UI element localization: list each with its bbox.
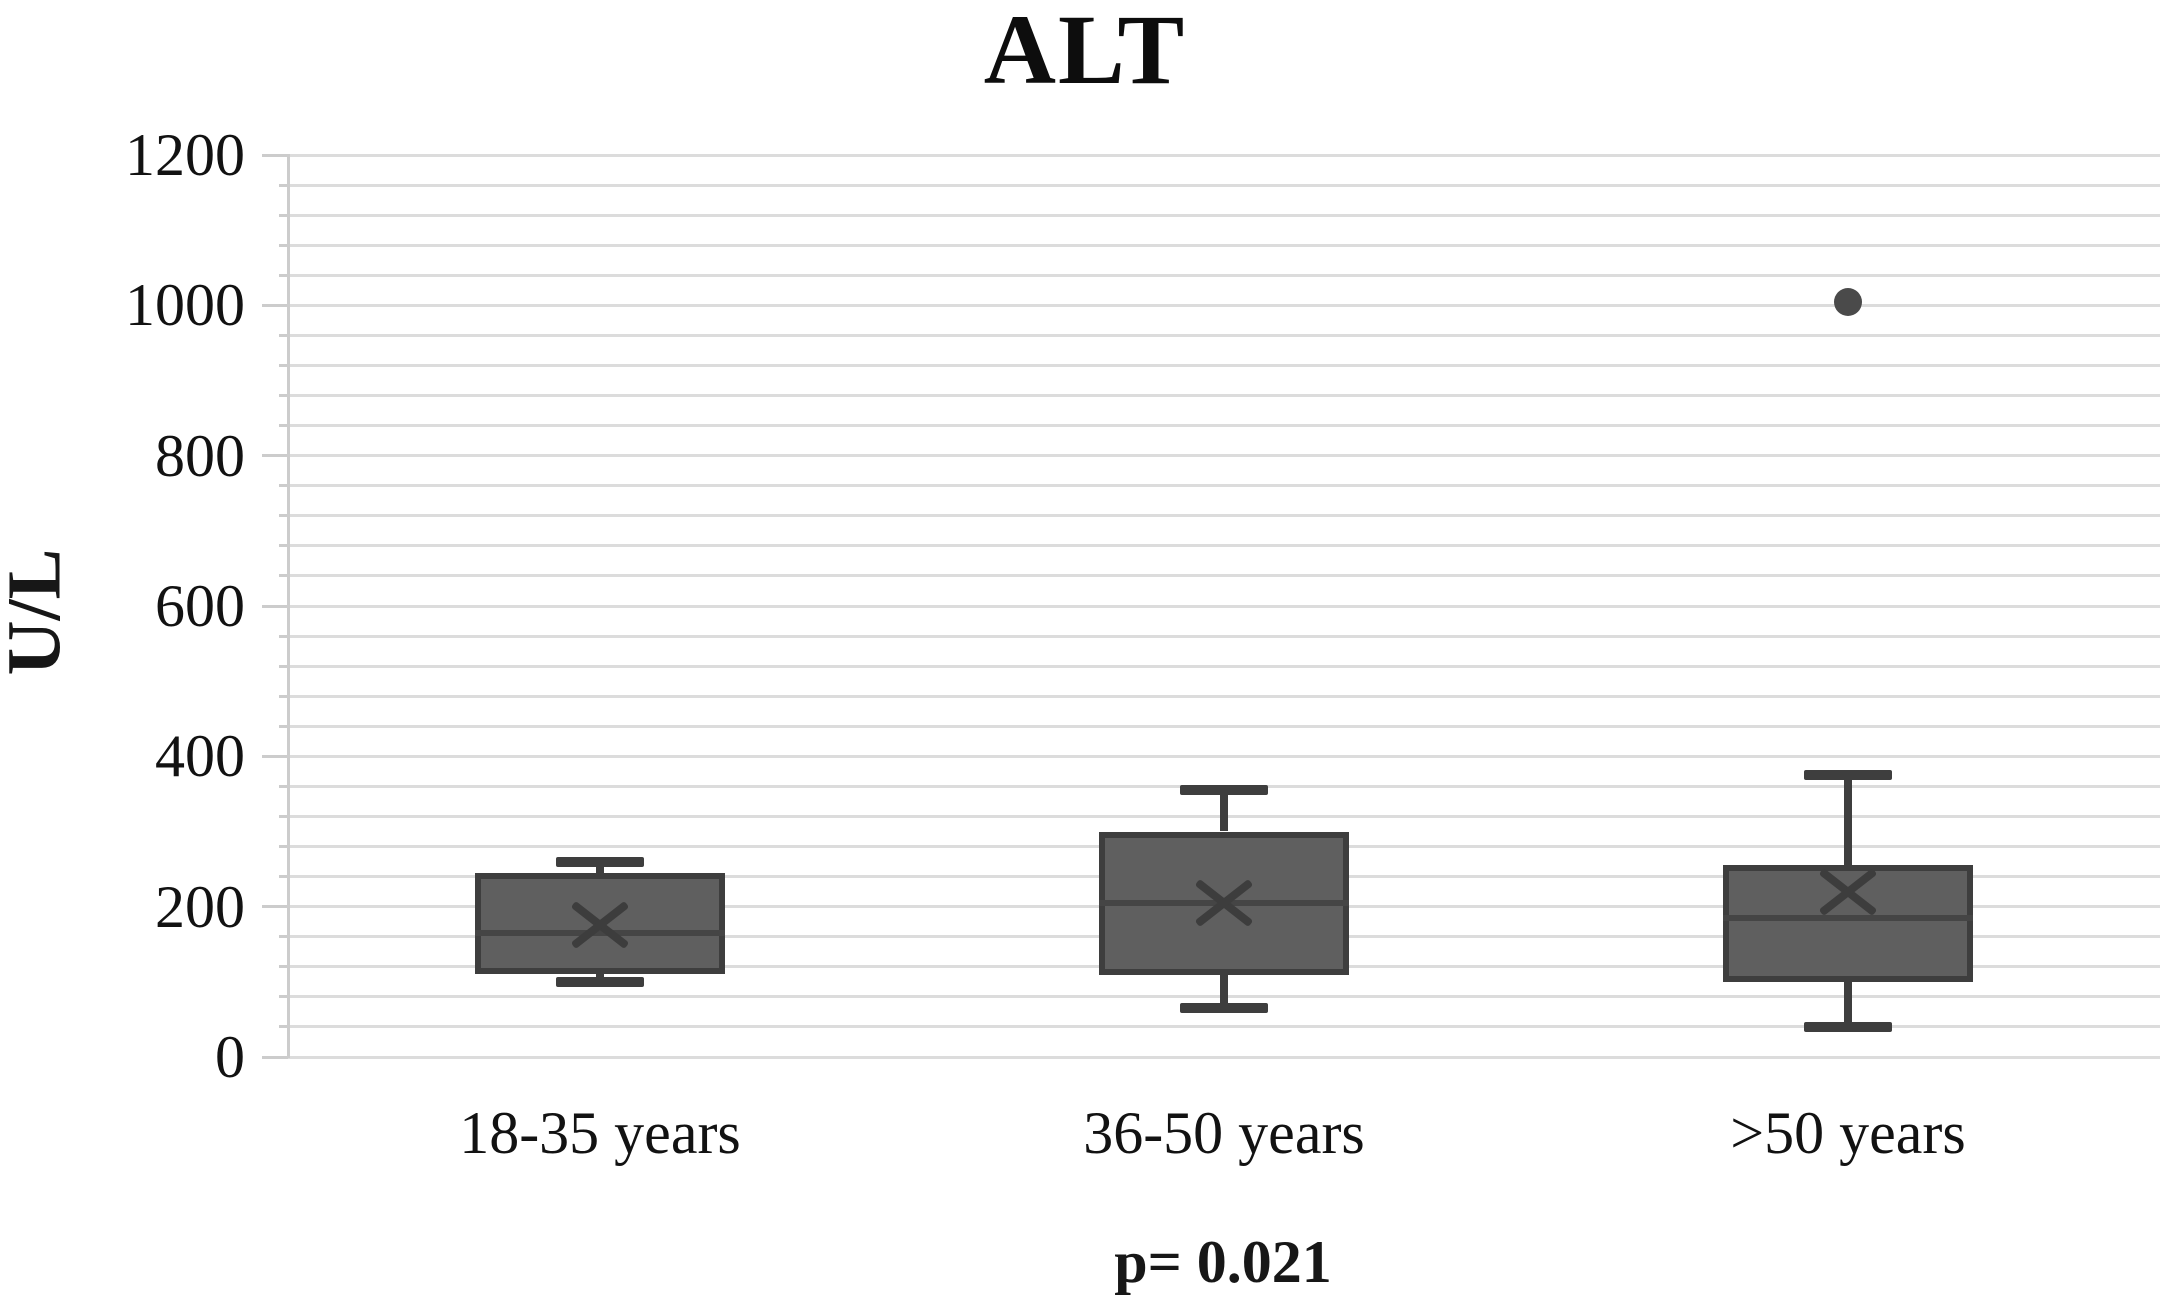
gridline (288, 274, 2160, 277)
chart-title: ALT (983, 0, 1187, 105)
median-line-50-years (1723, 915, 1973, 921)
upper-whisker-cap-36-50-years (1180, 785, 1268, 795)
gridline (288, 214, 2160, 217)
y-minor-tick (279, 214, 288, 217)
y-tick-label: 800 (155, 423, 245, 489)
lower-whisker-cap-50-years (1804, 1022, 1892, 1032)
y-axis-line (287, 154, 290, 1058)
y-minor-tick (279, 665, 288, 668)
y-major-tick (262, 905, 288, 908)
y-minor-tick (279, 845, 288, 848)
y-minor-tick (279, 364, 288, 367)
y-minor-tick (279, 635, 288, 638)
y-minor-tick (279, 725, 288, 728)
y-minor-tick (279, 815, 288, 818)
y-minor-tick (279, 244, 288, 247)
y-minor-tick (279, 574, 288, 577)
p-value-annotation: p= 0.021 (1114, 1229, 1332, 1295)
gridline (288, 695, 2160, 698)
upper-whisker-line-18-35-years (596, 862, 604, 873)
gridline (288, 484, 2160, 487)
y-major-tick (262, 1056, 288, 1059)
gridline (288, 304, 2160, 307)
mean-x-marker-36-50-years (1192, 877, 1256, 929)
lower-whisker-line-36-50-years (1220, 974, 1228, 1008)
gridline (288, 725, 2160, 728)
y-minor-tick (279, 184, 288, 187)
gridline (288, 184, 2160, 187)
upper-whisker-line-36-50-years (1220, 790, 1228, 831)
y-tick-label: 1000 (125, 272, 245, 338)
outlier-point-50-years (1834, 288, 1862, 316)
gridline (288, 244, 2160, 247)
y-minor-tick (279, 1025, 288, 1028)
lower-whisker-cap-18-35-years (556, 977, 644, 987)
y-minor-tick (279, 394, 288, 397)
y-minor-tick (279, 484, 288, 487)
y-minor-tick (279, 514, 288, 517)
y-major-tick (262, 605, 288, 608)
y-minor-tick (279, 935, 288, 938)
gridline (288, 574, 2160, 577)
mean-x-marker-50-years (1816, 866, 1880, 918)
y-tick-label: 400 (155, 723, 245, 789)
gridline (288, 424, 2160, 427)
y-minor-tick (279, 544, 288, 547)
mean-x-marker-18-35-years (568, 899, 632, 951)
gridline (288, 394, 2160, 397)
y-major-tick (262, 304, 288, 307)
category-label-36-50-years: 36-50 years (1083, 1100, 1365, 1166)
upper-whisker-line-50-years (1844, 775, 1852, 865)
gridline (288, 755, 2160, 758)
gridline (288, 635, 2160, 638)
y-minor-tick (279, 424, 288, 427)
category-label-18-35-years: 18-35 years (459, 1100, 741, 1166)
y-tick-label: 600 (155, 573, 245, 639)
y-minor-tick (279, 274, 288, 277)
y-minor-tick (279, 995, 288, 998)
gridline (288, 514, 2160, 517)
lower-whisker-cap-36-50-years (1180, 1003, 1268, 1013)
lower-whisker-line-50-years (1844, 982, 1852, 1027)
category-label-50-years: >50 years (1730, 1100, 1966, 1166)
gridline (288, 665, 2160, 668)
gridline (288, 364, 2160, 367)
y-major-tick (262, 154, 288, 157)
gridline (288, 544, 2160, 547)
gridline (288, 1056, 2160, 1059)
y-minor-tick (279, 785, 288, 788)
gridline (288, 454, 2160, 457)
upper-whisker-cap-50-years (1804, 770, 1892, 780)
y-minor-tick (279, 334, 288, 337)
gridline (288, 334, 2160, 337)
y-major-tick (262, 454, 288, 457)
y-tick-label: 0 (215, 1024, 245, 1090)
gridline (288, 1025, 2160, 1028)
y-minor-tick (279, 965, 288, 968)
upper-whisker-cap-18-35-years (556, 857, 644, 867)
y-major-tick (262, 755, 288, 758)
gridline (288, 154, 2160, 157)
gridline (288, 605, 2160, 608)
y-minor-tick (279, 875, 288, 878)
y-tick-label: 200 (155, 874, 245, 940)
y-minor-tick (279, 695, 288, 698)
y-tick-label: 1200 (125, 122, 245, 188)
